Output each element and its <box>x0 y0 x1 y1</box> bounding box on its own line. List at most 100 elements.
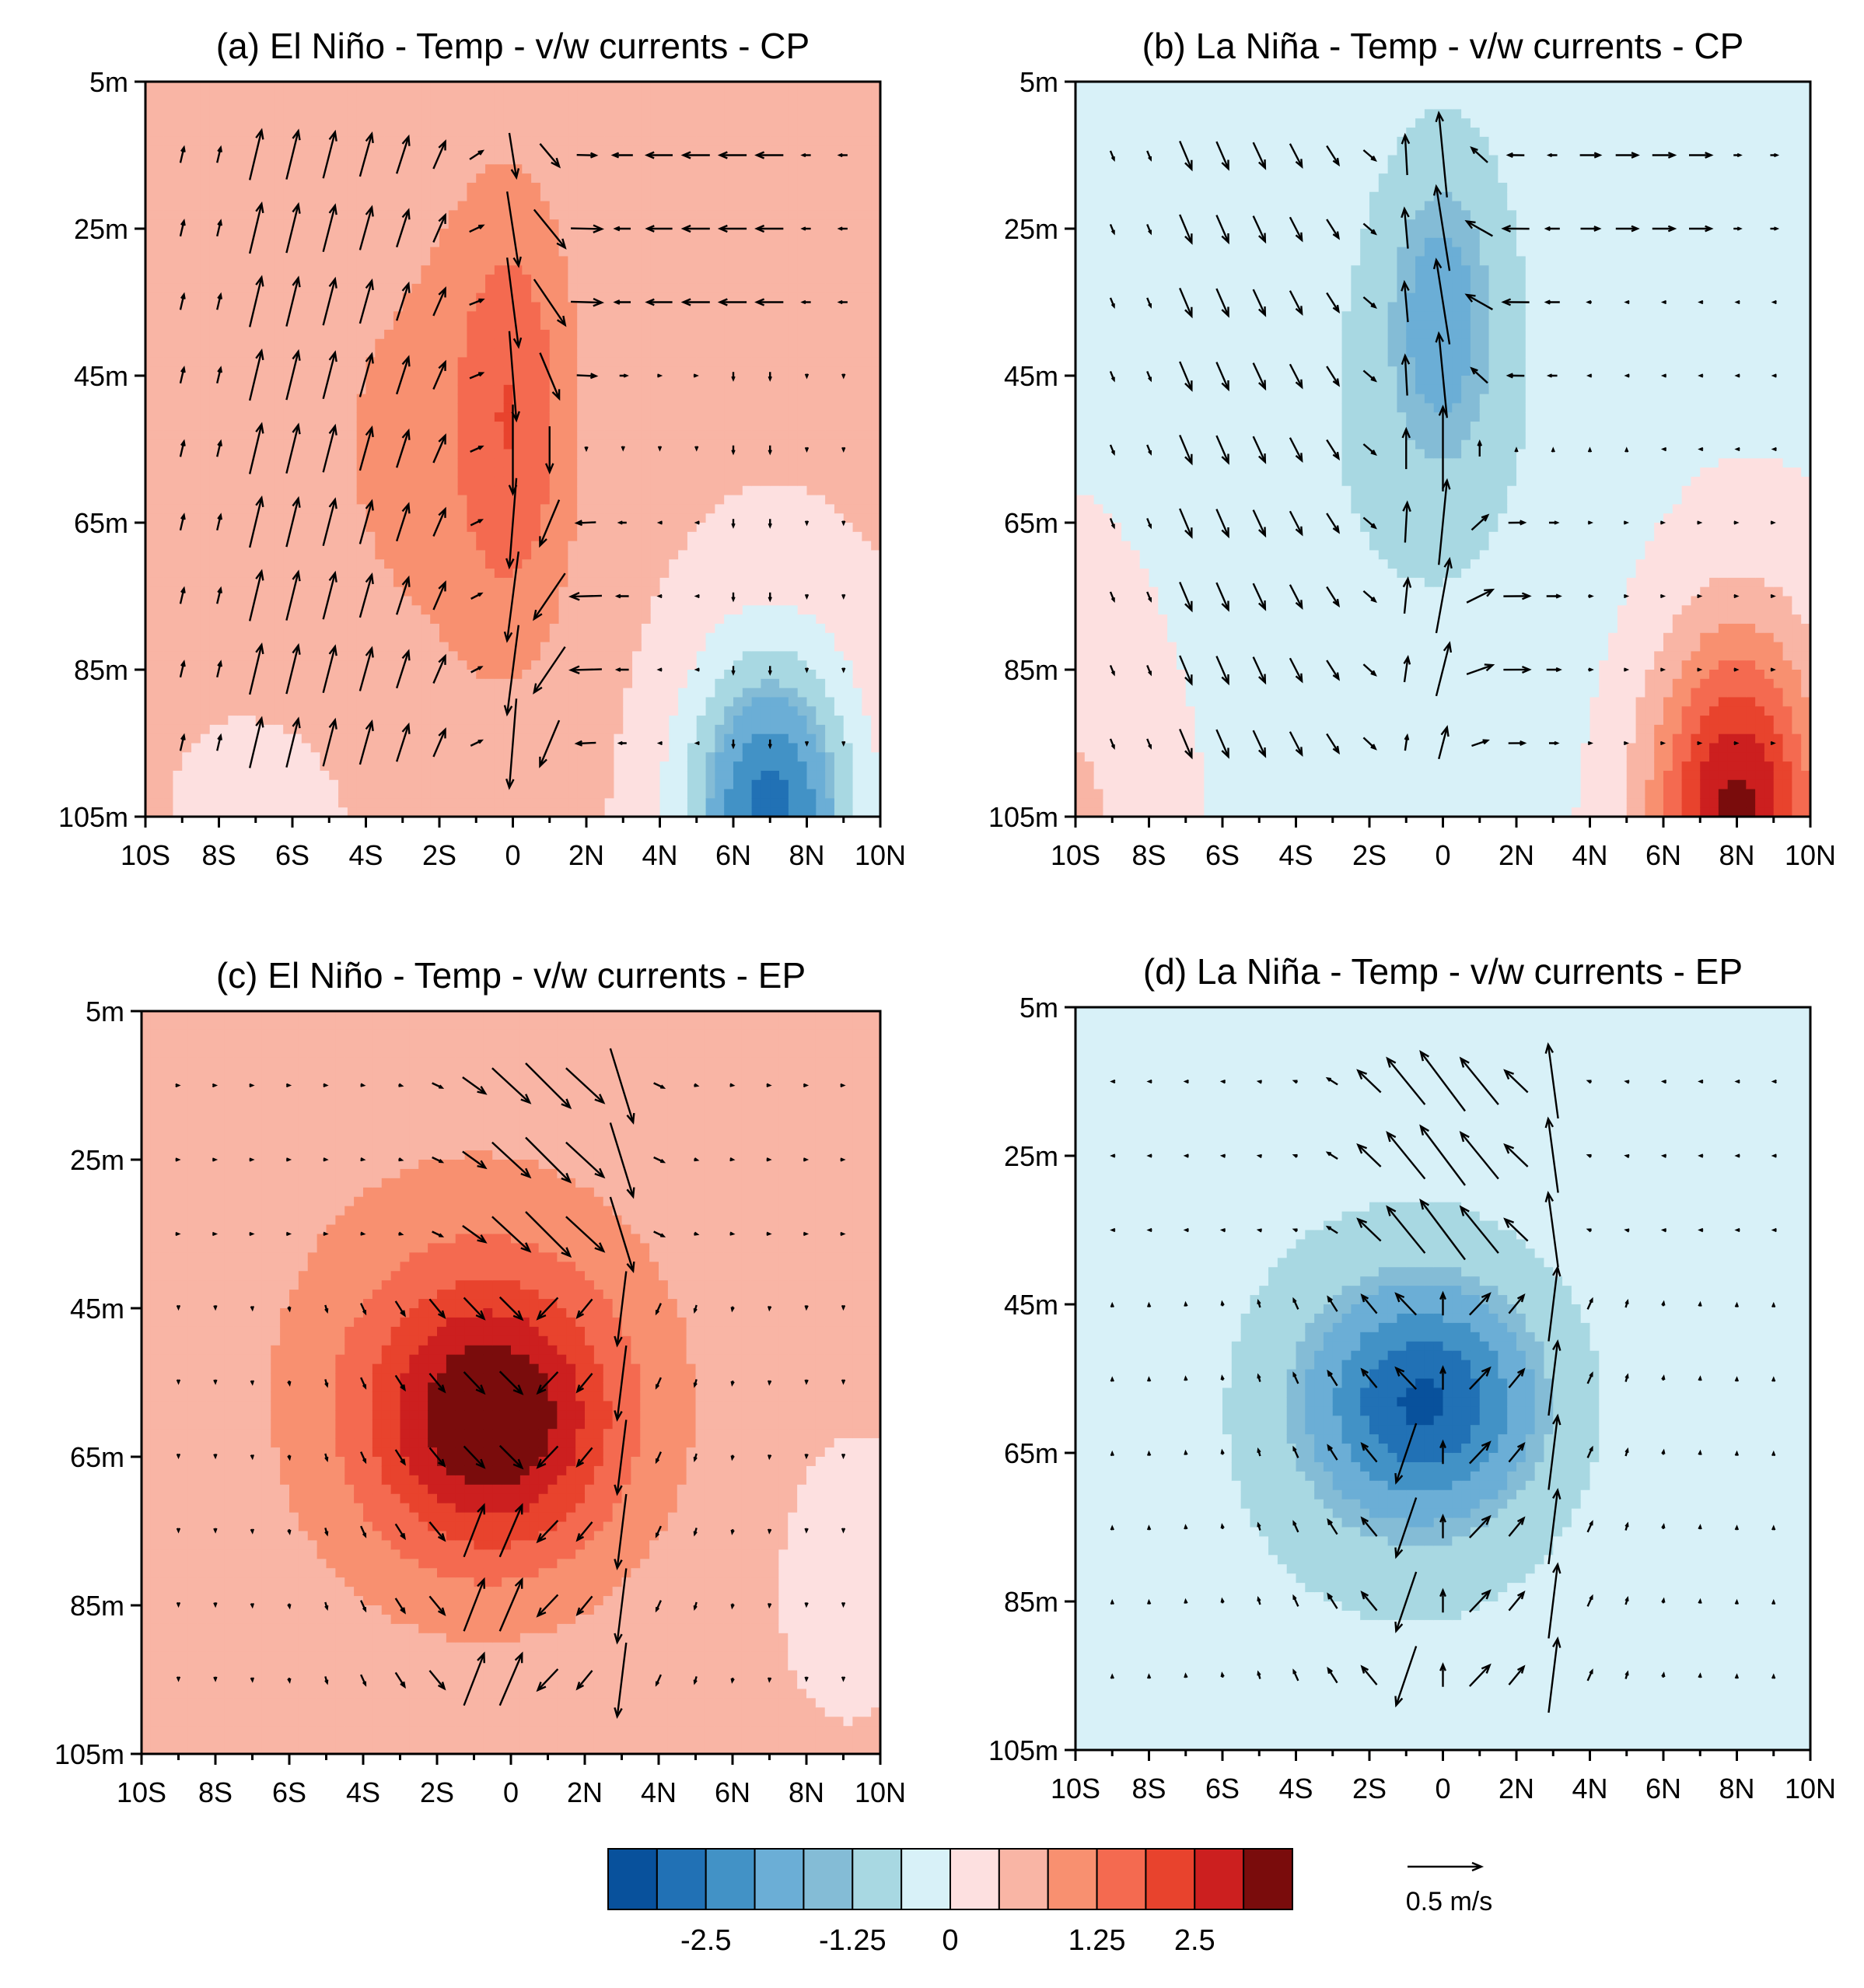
contour-cell <box>145 275 156 285</box>
contour-cell <box>430 724 440 735</box>
contour-cell <box>228 697 238 707</box>
contour-cell <box>503 118 514 128</box>
contour-cell <box>448 136 459 147</box>
contour-cell <box>669 283 679 294</box>
contour-cell <box>402 118 413 128</box>
contour-cell <box>320 430 330 441</box>
contour-cell <box>219 237 229 248</box>
contour-cell <box>255 706 266 716</box>
contour-cell <box>237 716 247 726</box>
contour-cell <box>439 743 449 753</box>
contour-cell <box>191 660 201 670</box>
contour-cell <box>402 338 413 349</box>
contour-cell <box>384 82 394 92</box>
contour-cell <box>659 109 670 119</box>
contour-cell <box>356 145 367 156</box>
contour-cell <box>384 292 394 303</box>
contour-cell <box>219 247 229 257</box>
contour-cell <box>173 182 183 193</box>
contour-cell <box>255 311 266 321</box>
contour-cell <box>200 752 211 762</box>
contour-cell <box>522 136 532 147</box>
contour-cell <box>384 605 394 615</box>
contour-cell <box>274 752 284 762</box>
contour-cell <box>200 348 211 358</box>
contour-cell <box>623 458 633 468</box>
contour-cell <box>154 660 165 670</box>
contour-cell <box>237 128 247 138</box>
contour-cell <box>696 338 707 349</box>
contour-cell <box>430 100 440 110</box>
contour-cell <box>659 614 670 625</box>
contour-cell <box>402 531 413 542</box>
contour-cell <box>191 577 201 588</box>
contour-cell <box>595 376 606 386</box>
contour-cell <box>246 275 257 285</box>
contour-cell <box>632 366 642 376</box>
contour-cell <box>237 283 247 294</box>
contour-cell <box>365 596 376 606</box>
contour-cell <box>402 467 413 478</box>
contour-cell <box>375 467 385 478</box>
contour-cell <box>292 320 303 331</box>
contour-cell <box>632 302 642 312</box>
contour-cell <box>246 100 257 110</box>
contour-cell <box>274 201 284 211</box>
contour-cell <box>531 145 541 156</box>
contour-cell <box>457 761 468 772</box>
contour-cell <box>329 605 339 615</box>
contour-cell <box>301 136 312 147</box>
contour-cell <box>558 632 568 643</box>
contour-cell <box>568 292 578 303</box>
contour-cell <box>696 329 707 340</box>
contour-cell <box>503 366 514 376</box>
contour-cell <box>457 329 468 340</box>
contour-cell <box>485 237 495 248</box>
contour-cell <box>614 688 624 698</box>
contour-cell <box>503 596 514 606</box>
contour-cell <box>200 716 211 726</box>
contour-cell <box>485 596 495 606</box>
contour-cell <box>522 458 532 468</box>
contour-cell <box>632 173 642 184</box>
contour-cell <box>476 348 486 358</box>
contour-cell <box>421 807 431 817</box>
contour-cell <box>531 504 541 514</box>
contour-cell <box>154 678 165 689</box>
contour-cell <box>209 219 220 229</box>
contour-cell <box>531 651 541 661</box>
contour-cell <box>494 90 505 101</box>
contour-cell <box>641 743 652 753</box>
contour-cell <box>375 523 385 533</box>
contour-cell <box>659 357 670 367</box>
contour-cell <box>347 247 358 257</box>
contour-cell <box>228 706 238 716</box>
contour-cell <box>632 531 642 542</box>
contour-cell <box>623 394 633 404</box>
contour-cell <box>604 513 615 523</box>
contour-cell <box>641 485 652 496</box>
contour-cell <box>246 439 257 450</box>
contour-cell <box>154 531 165 542</box>
contour-cell <box>320 412 330 422</box>
contour-cell <box>568 403 578 413</box>
contour-cell <box>632 586 642 597</box>
contour-cell <box>219 412 229 422</box>
contour-cell <box>237 182 247 193</box>
contour-cell <box>494 182 505 193</box>
contour-cell <box>365 182 376 193</box>
contour-cell <box>430 559 440 569</box>
contour-cell <box>494 366 505 376</box>
contour-cell <box>375 642 385 652</box>
contour-cell <box>614 164 624 174</box>
contour-cell <box>595 90 606 101</box>
contour-cell <box>696 439 707 450</box>
contour-cell <box>310 275 321 285</box>
contour-cell <box>494 329 505 340</box>
contour-cell <box>365 394 376 404</box>
contour-cell <box>577 651 587 661</box>
contour-cell <box>715 412 725 422</box>
contour-cell <box>650 495 661 505</box>
contour-cell <box>503 523 514 533</box>
contour-cell <box>540 476 551 487</box>
